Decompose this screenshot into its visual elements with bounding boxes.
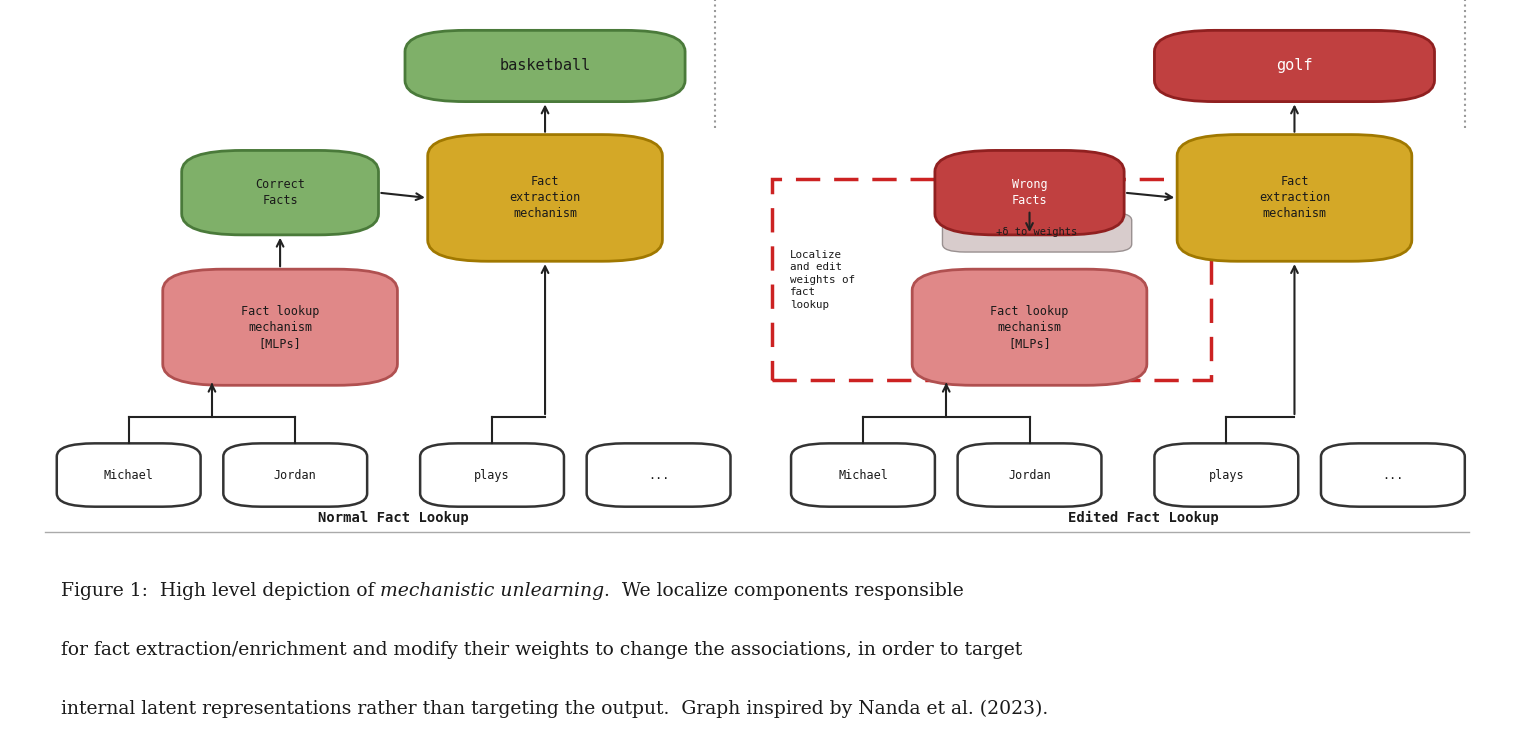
Text: internal latent representations rather than targeting the output.  Graph inspire: internal latent representations rather t…: [61, 700, 1048, 719]
FancyBboxPatch shape: [421, 443, 563, 507]
Text: Correct
Facts: Correct Facts: [256, 178, 304, 207]
Text: Michael: Michael: [104, 468, 153, 482]
FancyBboxPatch shape: [934, 151, 1123, 235]
FancyBboxPatch shape: [56, 443, 200, 507]
Text: Fact
extraction
mechanism: Fact extraction mechanism: [1258, 176, 1331, 220]
Text: Figure 1:  High level depiction of: Figure 1: High level depiction of: [61, 582, 380, 599]
FancyBboxPatch shape: [587, 443, 731, 507]
Text: Normal Fact Lookup: Normal Fact Lookup: [318, 511, 469, 525]
FancyBboxPatch shape: [164, 269, 397, 385]
Text: +δ to weights: +δ to weights: [996, 227, 1078, 238]
Text: Fact
extraction
mechanism: Fact extraction mechanism: [509, 176, 581, 220]
Text: Fact lookup
mechanism
[MLPs]: Fact lookup mechanism [MLPs]: [990, 305, 1069, 350]
FancyBboxPatch shape: [224, 443, 368, 507]
Text: ...: ...: [648, 468, 669, 482]
Text: .  We localize components responsible: . We localize components responsible: [604, 582, 964, 599]
Text: Edited Fact Lookup: Edited Fact Lookup: [1067, 511, 1219, 525]
FancyBboxPatch shape: [790, 443, 934, 507]
FancyBboxPatch shape: [1178, 135, 1411, 262]
FancyBboxPatch shape: [942, 213, 1131, 252]
FancyBboxPatch shape: [911, 269, 1148, 385]
Text: golf: golf: [1276, 59, 1313, 73]
FancyBboxPatch shape: [1154, 443, 1297, 507]
Text: Wrong
Facts: Wrong Facts: [1011, 178, 1048, 207]
Text: plays: plays: [1208, 468, 1245, 482]
Text: mechanistic unlearning: mechanistic unlearning: [380, 582, 604, 599]
Text: ...: ...: [1382, 468, 1403, 482]
Text: basketball: basketball: [500, 59, 590, 73]
FancyBboxPatch shape: [427, 135, 663, 262]
Text: for fact extraction/enrichment and modify their weights to change the associatio: for fact extraction/enrichment and modif…: [61, 641, 1022, 659]
Text: Jordan: Jordan: [274, 468, 316, 482]
Text: Localize
and edit
weights of
fact
lookup: Localize and edit weights of fact lookup: [790, 250, 855, 310]
FancyBboxPatch shape: [182, 151, 378, 235]
Text: Michael: Michael: [839, 468, 887, 482]
FancyBboxPatch shape: [1320, 443, 1464, 507]
FancyBboxPatch shape: [404, 30, 684, 102]
FancyBboxPatch shape: [957, 443, 1101, 507]
FancyBboxPatch shape: [1154, 30, 1435, 102]
Text: Jordan: Jordan: [1008, 468, 1051, 482]
Text: plays: plays: [474, 468, 510, 482]
Text: Fact lookup
mechanism
[MLPs]: Fact lookup mechanism [MLPs]: [241, 305, 319, 350]
